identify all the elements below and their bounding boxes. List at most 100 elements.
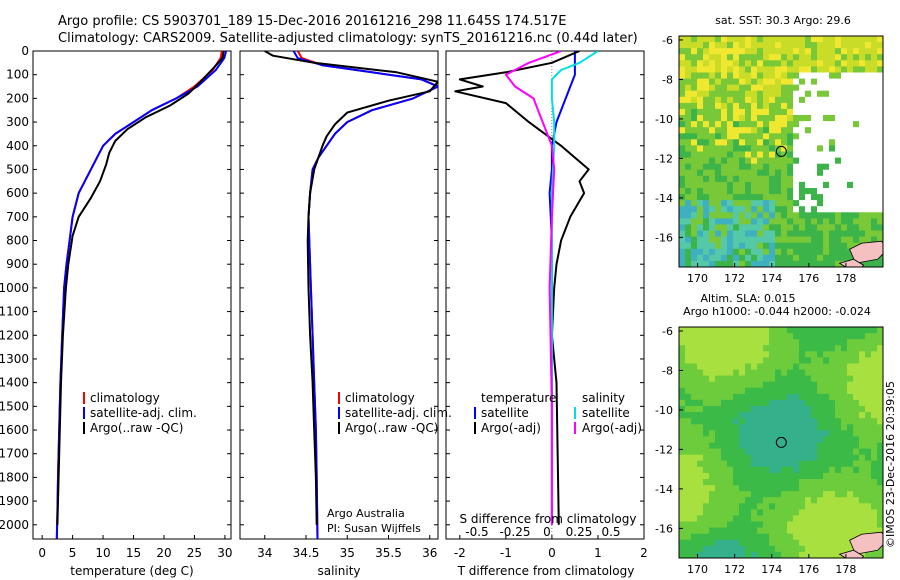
map-cell: [817, 466, 824, 474]
map-cell: [685, 151, 692, 159]
map-cell: [865, 200, 872, 207]
map-cell: [697, 393, 704, 401]
map-cell: [721, 145, 728, 153]
map-cell: [721, 527, 728, 535]
map-cell: [751, 333, 758, 340]
map-cell: [739, 466, 746, 474]
map-cell: [811, 339, 818, 346]
map-cell: [697, 503, 704, 510]
map-cell: [847, 151, 854, 159]
map-cell: [751, 551, 758, 558]
map-cell: [727, 369, 734, 377]
map-cell: [739, 442, 746, 450]
map-cell: [685, 121, 692, 128]
map-cell: [841, 333, 848, 340]
map-cell: [739, 224, 746, 232]
map-cell: [757, 387, 764, 395]
map-cell: [751, 479, 758, 486]
y-tick-label: 1400: [0, 376, 29, 390]
map-cell: [721, 54, 728, 61]
map-cell: [859, 333, 866, 340]
x-tick-label: 0: [548, 546, 556, 560]
map-cell: [835, 418, 842, 425]
map-cell: [697, 133, 704, 140]
map-cell: [835, 509, 842, 517]
map-cell: [739, 448, 746, 456]
map-cell: [757, 96, 764, 104]
map-cell: [769, 412, 776, 419]
map-cell: [805, 497, 812, 504]
map-cell: [751, 472, 758, 480]
map-cell: [811, 357, 818, 365]
s-diff-xlabel: S difference from climatology: [460, 512, 637, 526]
map-cell: [817, 175, 824, 183]
map-cell: [745, 96, 752, 104]
map-x-tick-label: 176: [798, 563, 819, 576]
temperature-x-axis: 0 5 10 15 20 25 30: [38, 535, 233, 560]
map-cell: [835, 333, 842, 340]
map-cell: [877, 260, 883, 267]
map-cell: [859, 127, 866, 134]
map-cell: [871, 430, 878, 437]
map-cell: [871, 42, 878, 49]
map-cell: [727, 60, 734, 67]
map-cell: [775, 54, 782, 61]
map-cell: [739, 36, 746, 43]
map-cell: [793, 454, 800, 462]
map-cell: [733, 521, 740, 529]
map-cell: [697, 533, 704, 541]
map-cell: [769, 363, 776, 371]
map-cell: [745, 418, 752, 425]
map-cell: [853, 412, 860, 419]
map-cell: [769, 90, 776, 98]
map-cell: [769, 84, 776, 92]
map-cell: [721, 363, 728, 371]
map-x-tick-label: 178: [835, 272, 856, 285]
map-cell: [751, 442, 758, 450]
map-cell: [703, 163, 710, 171]
map-cell: [685, 479, 692, 486]
map-cell: [853, 418, 860, 425]
map-cell: [721, 60, 728, 67]
map-cell: [715, 175, 722, 183]
map-cell: [787, 454, 794, 462]
map-cell: [685, 133, 692, 140]
map-cell: [757, 163, 764, 171]
map-cell: [727, 188, 734, 195]
map-cell: [679, 121, 686, 128]
map-cell: [847, 242, 854, 250]
map-cell: [697, 254, 704, 262]
map-cell: [781, 399, 788, 407]
map-cell: [871, 96, 878, 104]
map-cell: [685, 84, 692, 92]
map-cell: [733, 515, 740, 523]
map-cell: [865, 363, 872, 371]
map-cell: [793, 200, 800, 207]
map-cell: [745, 491, 752, 498]
map-cell: [739, 406, 746, 413]
map-cell: [703, 133, 710, 140]
map-cell: [757, 466, 764, 474]
map-cell: [685, 533, 692, 541]
map-cell: [757, 236, 764, 244]
map-cell: [787, 375, 794, 383]
map-cell: [787, 218, 794, 226]
map-cell: [685, 248, 692, 256]
map-cell: [799, 145, 806, 153]
map-cell: [811, 497, 818, 504]
map-cell: [733, 399, 740, 407]
map-cell: [769, 551, 776, 558]
series-line-salinity-argo-adj-: [504, 51, 562, 525]
map-cell: [727, 72, 734, 80]
map-cell: [757, 200, 764, 207]
map-cell: [871, 357, 878, 365]
map-cell: [811, 418, 818, 425]
map-cell: [799, 412, 806, 419]
map-cell: [823, 375, 830, 383]
map-cell: [787, 188, 794, 195]
map-cell: [727, 121, 734, 128]
map-cell: [817, 96, 824, 104]
argo-float-marker: [775, 436, 787, 448]
map-cell: [697, 460, 704, 468]
map-cell: [679, 436, 686, 444]
